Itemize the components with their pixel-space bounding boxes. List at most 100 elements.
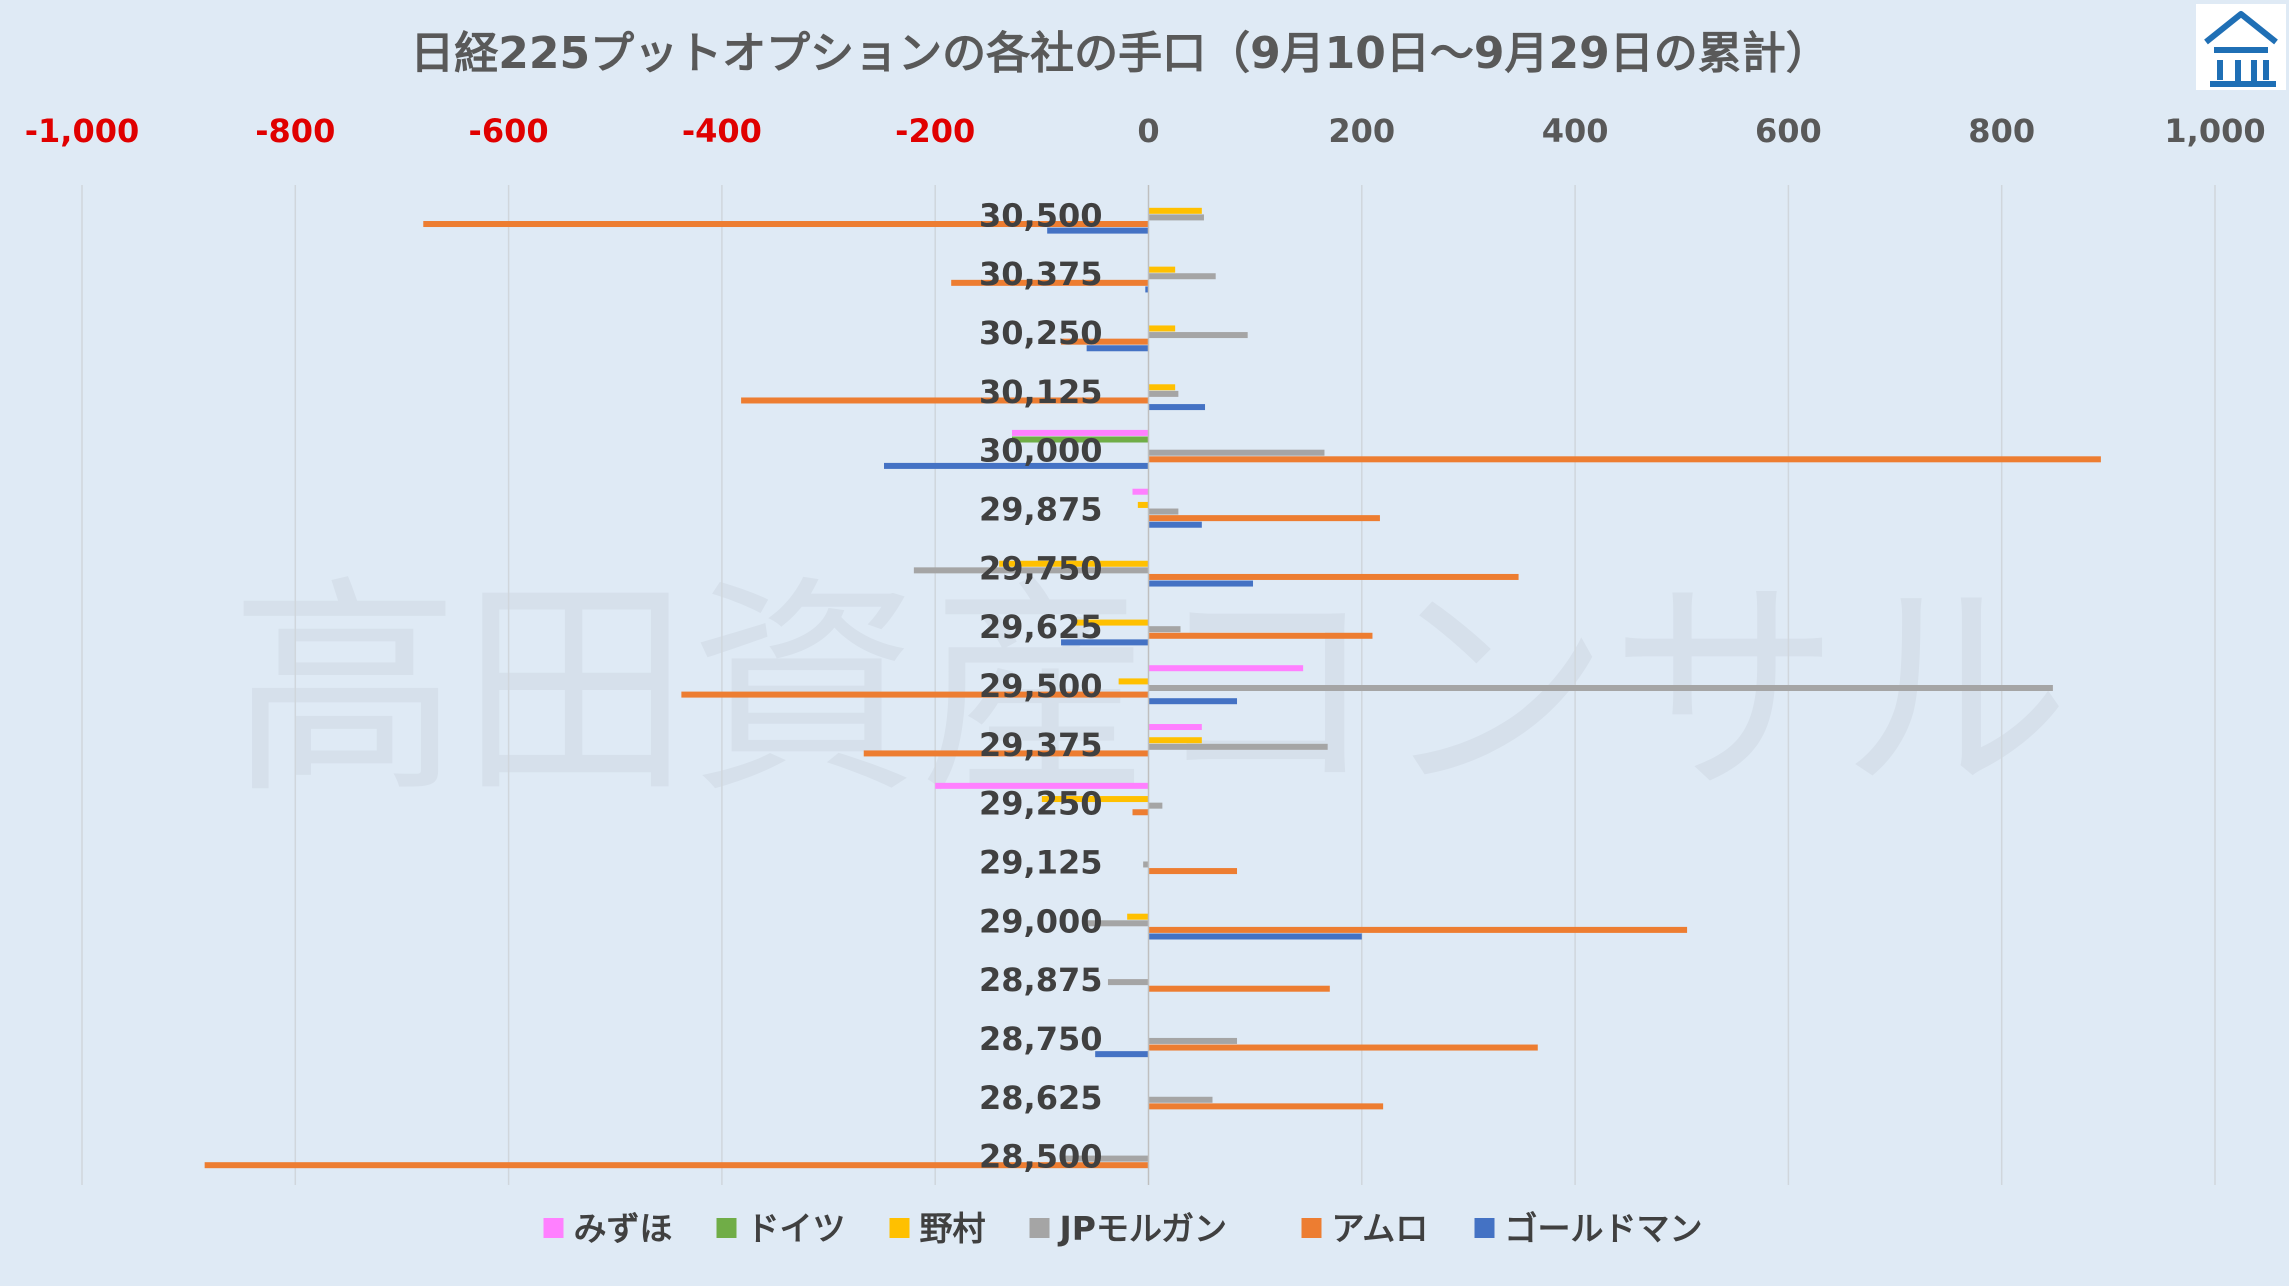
bar — [1148, 207, 1202, 214]
category-label: 29,875 — [979, 491, 1102, 529]
x-tick-label: 200 — [1328, 112, 1395, 150]
bar — [1148, 933, 1362, 940]
bar — [1148, 332, 1248, 339]
bar — [1148, 926, 1688, 933]
bar — [1132, 809, 1149, 816]
x-tick-label: -1,000 — [25, 112, 140, 150]
bar — [204, 1162, 1149, 1169]
bar — [1148, 1096, 1213, 1103]
legend-swatch — [1301, 1218, 1322, 1238]
category-label: 30,000 — [979, 432, 1102, 470]
category-label: 29,500 — [979, 667, 1102, 705]
bar — [1137, 501, 1149, 508]
x-tick-label: -200 — [895, 112, 975, 150]
legend-swatch — [716, 1218, 737, 1238]
legend-swatch — [889, 1218, 910, 1238]
bar — [1041, 796, 1149, 803]
bar — [1148, 508, 1179, 515]
category-label: 30,500 — [979, 196, 1102, 234]
bar — [1148, 325, 1176, 332]
x-tick-label: -600 — [469, 112, 549, 150]
bar — [1148, 515, 1380, 522]
bar — [1148, 273, 1216, 280]
x-tick-label: -800 — [255, 112, 335, 150]
house-logo-icon — [2204, 11, 2278, 87]
legend-label: みずほ — [574, 1209, 673, 1248]
category-label: 29,125 — [979, 843, 1102, 881]
category-label: 29,750 — [979, 549, 1102, 587]
bar — [1148, 985, 1330, 992]
category-label: 28,750 — [979, 1020, 1102, 1058]
bar — [999, 560, 1149, 567]
bar — [1061, 338, 1149, 345]
bar — [1148, 743, 1328, 750]
category-labels: 30,500 30,375 30,250 30,125 30,000 29,875 29,7… — [979, 196, 1102, 1175]
x-axis-ticks: -1,000 -800 -600 -400 -200 0 200 400 600 800 1,000 — [25, 112, 2266, 150]
bar — [1148, 868, 1238, 875]
x-tick-label: 0 — [1137, 112, 1159, 150]
bar — [863, 750, 1149, 757]
x-tick-label: -400 — [682, 112, 762, 150]
bar — [681, 691, 1149, 698]
bar — [884, 462, 1149, 469]
bar — [1148, 698, 1238, 705]
bar — [1148, 665, 1304, 672]
bar — [1148, 214, 1204, 221]
bar — [1148, 266, 1176, 273]
bar — [1071, 619, 1149, 626]
chart-title: 日経225プットオプションの各社の手口（9月10日～9月29日の累計） — [410, 28, 1830, 79]
bar — [1047, 227, 1149, 234]
bar — [1148, 384, 1176, 391]
bar — [1148, 1103, 1384, 1110]
bar — [1127, 913, 1149, 920]
bar — [1011, 436, 1149, 443]
category-label: 29,625 — [979, 608, 1102, 646]
bar — [1148, 737, 1202, 744]
category-label: 28,500 — [979, 1138, 1102, 1176]
legend-swatch — [1474, 1218, 1495, 1238]
bar — [1061, 639, 1149, 646]
category-label: 29,000 — [979, 902, 1102, 940]
x-tick-label: 400 — [1542, 112, 1609, 150]
watermark: 高田資産コンサル — [230, 558, 2070, 825]
bar — [1148, 626, 1181, 633]
bars — [204, 207, 2101, 1169]
bar — [1148, 580, 1254, 587]
bar — [1011, 429, 1149, 436]
bar — [1148, 573, 1519, 580]
legend-label: 野村 — [920, 1209, 986, 1248]
bar — [741, 397, 1149, 404]
category-label: 29,250 — [979, 785, 1102, 823]
bar — [951, 279, 1149, 286]
x-tick-label: 1,000 — [2164, 112, 2265, 150]
legend-swatch — [1029, 1218, 1050, 1238]
bar — [1148, 1044, 1538, 1051]
legend-label: ドイツ — [747, 1209, 846, 1248]
bar — [1095, 1051, 1149, 1058]
bar — [1063, 1155, 1149, 1162]
logo — [2196, 4, 2286, 90]
x-tick-label: 800 — [1968, 112, 2035, 150]
category-label: 28,625 — [979, 1079, 1102, 1117]
legend-label: ゴールドマン — [1505, 1209, 1703, 1248]
legend-label: JPモルガン — [1058, 1209, 1227, 1248]
bar — [1084, 920, 1149, 927]
legend-label: アムロ — [1332, 1209, 1429, 1248]
bar — [1148, 521, 1202, 528]
bar — [913, 567, 1149, 574]
bar — [1148, 404, 1206, 411]
category-label: 30,125 — [979, 373, 1102, 411]
x-tick-label: 600 — [1755, 112, 1822, 150]
category-label: 29,375 — [979, 726, 1102, 764]
bar — [1148, 456, 2101, 463]
legend-swatch — [543, 1218, 564, 1238]
bar — [1148, 449, 1325, 456]
legend: みずほ ドイツ 野村 JPモルガン アムロ ゴールドマン — [543, 1209, 1703, 1248]
bar — [1148, 632, 1373, 639]
bar — [1145, 286, 1149, 293]
bar — [1148, 802, 1163, 809]
bar — [423, 221, 1149, 228]
category-label: 30,250 — [979, 314, 1102, 352]
bar — [1143, 861, 1149, 868]
